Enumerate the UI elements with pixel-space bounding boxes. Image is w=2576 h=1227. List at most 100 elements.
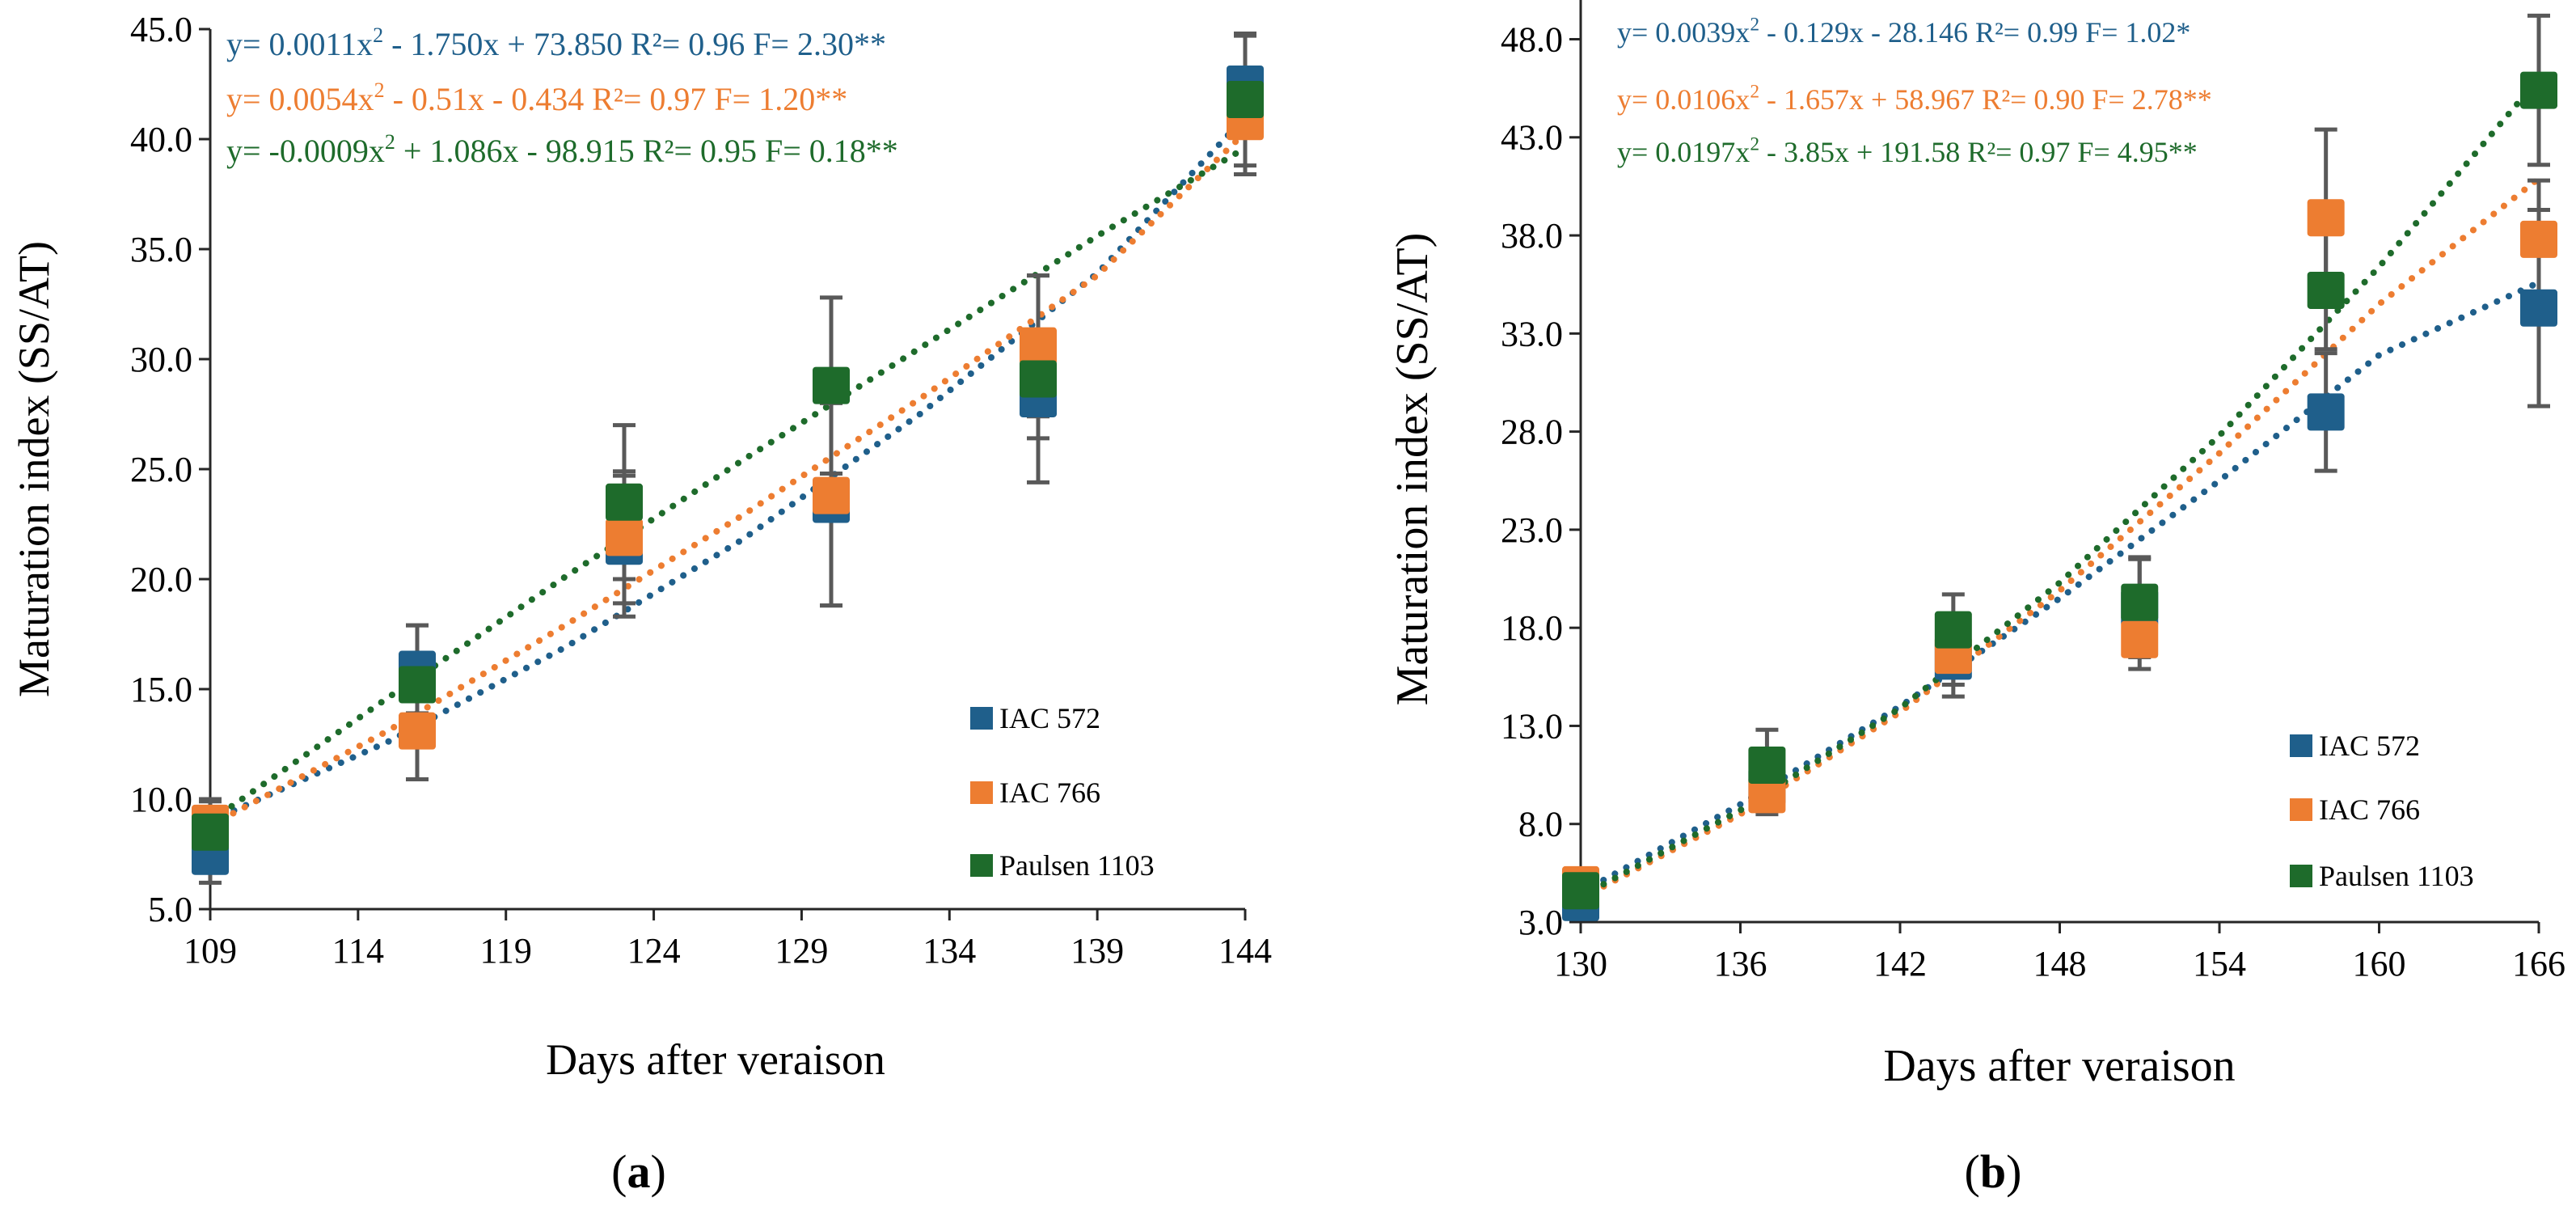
b-equation-sup: 2: [1750, 82, 1759, 103]
b-equation-lhs: y= 0.0039x: [1617, 16, 1750, 49]
b-legend-label-2: Paulsen 1103: [2319, 860, 2474, 892]
b-trendline-2: [1577, 75, 2542, 900]
a-equation-lhs: y= -0.0009x: [226, 133, 385, 169]
a-legend-swatch-2: [970, 854, 993, 877]
a-x-tick-label: 109: [184, 931, 237, 971]
a-panel-label-open: (: [611, 1145, 627, 1198]
a-data-point-s2: [1227, 81, 1264, 119]
b-trendline-0: [1577, 279, 2542, 896]
a-data-point-s2: [192, 813, 229, 851]
a-legend-label-0: IAC 572: [999, 702, 1100, 734]
a-equation-sup: 2: [374, 78, 385, 102]
b-y-tick-label: 13.0: [1501, 706, 1563, 746]
a-x-axis-title: Days after veraison: [546, 1035, 885, 1084]
b-data-point-s2: [2307, 271, 2345, 309]
a-data-point-s1: [1020, 327, 1057, 365]
b-equation-lhs: y= 0.0197x: [1617, 136, 1750, 168]
a-equation-rhs: + 1.086x - 98.915 R²= 0.95 F= 0.18**: [395, 133, 898, 169]
b-equation-rhs: - 3.85x + 191.58 R²= 0.97 F= 4.95**: [1759, 136, 2198, 168]
a-x-tick-label: 129: [775, 931, 828, 971]
b-x-tick-label: 130: [1554, 944, 1607, 984]
b-data-point-s2: [1748, 746, 1786, 784]
a-y-tick-label: 40.0: [130, 120, 192, 159]
a-data-point-s2: [399, 666, 436, 704]
b-y-tick-label: 18.0: [1501, 608, 1563, 648]
b-equation-sup: 2: [1750, 134, 1759, 155]
b-data-point-s2: [2121, 583, 2159, 621]
a-equation-lhs: y= 0.0054x: [226, 81, 374, 117]
b-equation-rhs: - 1.657x + 58.967 R²= 0.90 F= 2.78**: [1759, 83, 2212, 116]
a-x-tick-label: 144: [1218, 931, 1272, 971]
b-x-tick-label: 136: [1714, 944, 1767, 984]
a-legend-label-1: IAC 766: [999, 776, 1100, 809]
b-x-tick-label: 154: [2193, 944, 2246, 984]
b-data-point-s1: [1748, 776, 1786, 814]
a-equation-sup: 2: [373, 23, 383, 47]
a-x-tick-label: 139: [1071, 931, 1124, 971]
b-panel-label-letter: b: [1980, 1145, 2006, 1198]
b-y-tick-label: 3.0: [1518, 903, 1563, 942]
b-trendline-1: [1577, 175, 2542, 902]
a-panel-label-letter: a: [627, 1145, 651, 1198]
a-data-point-s2: [813, 366, 850, 404]
b-panel-label: (b): [1965, 1145, 2022, 1198]
b-data-point-s2: [2520, 71, 2557, 109]
panel-a-chart: 5.0 10.0 15.0 20.0 25.0 30.0 35.0 40.0 45.0 109 11…: [10, 10, 1272, 1198]
b-data-point-s0: [2520, 289, 2557, 327]
a-y-tick-label: 45.0: [130, 10, 192, 49]
b-data-point-s0: [2307, 393, 2345, 431]
a-y-tick-label: 5.0: [148, 890, 192, 929]
a-x-tick-label: 114: [332, 931, 384, 971]
b-legend-swatch-0: [2290, 734, 2312, 757]
a-y-axis-title: Maturation index (SS/AT): [10, 241, 58, 697]
b-equation-sup: 2: [1750, 15, 1759, 36]
a-panel-label-close: ): [651, 1145, 666, 1198]
a-y-tick-label: 35.0: [130, 230, 192, 269]
a-equation-sup: 2: [385, 130, 395, 154]
b-legend-swatch-2: [2290, 865, 2312, 887]
a-data-point-s2: [606, 483, 643, 521]
a-equation-lhs: y= 0.0011x: [226, 26, 373, 62]
b-panel-label-open: (: [1965, 1145, 1980, 1198]
b-y-tick-label: 48.0: [1501, 19, 1563, 59]
panel-b-chart: 3.0 8.0 13.0 18.0 23.0 28.0 33.0 38.0 43.0 48.0 13…: [1387, 0, 2565, 1198]
b-equation-0: y= 0.0039x2 - 0.129x - 28.146 R²= 0.99 F…: [1617, 15, 2190, 49]
a-y-tick-label: 20.0: [130, 560, 192, 599]
b-equation-1: y= 0.0106x2 - 1.657x + 58.967 R²= 0.90 F…: [1617, 82, 2212, 116]
b-equation-rhs: - 0.129x - 28.146 R²= 0.99 F= 1.02*: [1759, 16, 2190, 49]
b-y-tick-label: 23.0: [1501, 510, 1563, 550]
b-panel-label-close: ): [2006, 1145, 2021, 1198]
b-x-axis-title: Days after veraison: [1883, 1041, 2235, 1091]
a-x-tick-label: 134: [923, 931, 976, 971]
b-y-tick-label: 33.0: [1501, 314, 1563, 353]
b-data-point-s1: [2121, 620, 2159, 658]
a-equation-2: y= -0.0009x2 + 1.086x - 98.915 R²= 0.95 …: [226, 130, 898, 169]
b-y-tick-label: 38.0: [1501, 216, 1563, 256]
a-legend-swatch-1: [970, 781, 993, 804]
a-panel-label: (a): [611, 1145, 666, 1198]
a-equation-rhs: - 1.750x + 73.850 R²= 0.96 F= 2.30**: [383, 26, 886, 62]
b-x-tick-label: 166: [2512, 944, 2565, 984]
a-data-point-s2: [1020, 360, 1057, 398]
a-equation-0: y= 0.0011x2 - 1.750x + 73.850 R²= 0.96 F…: [226, 23, 886, 62]
a-y-tick-label: 30.0: [130, 340, 192, 379]
b-data-point-s1: [2307, 199, 2345, 237]
b-legend-label-0: IAC 572: [2319, 730, 2420, 762]
b-y-tick-label: 43.0: [1501, 118, 1563, 158]
b-data-point-s1: [2520, 220, 2557, 258]
b-equation-lhs: y= 0.0106x: [1617, 83, 1750, 116]
b-x-tick-label: 142: [1873, 944, 1927, 984]
b-y-axis-title: Maturation index (SS/AT): [1387, 233, 1438, 706]
b-x-tick-label: 148: [2033, 944, 2087, 984]
a-data-point-s1: [606, 518, 643, 556]
b-y-tick-label: 28.0: [1501, 413, 1563, 452]
b-data-point-s2: [1934, 611, 1972, 649]
b-legend-swatch-1: [2290, 798, 2312, 821]
a-equation-1: y= 0.0054x2 - 0.51x - 0.434 R²= 0.97 F= …: [226, 78, 847, 117]
b-equation-2: y= 0.0197x2 - 3.85x + 191.58 R²= 0.97 F=…: [1617, 134, 2198, 168]
b-legend-label-1: IAC 766: [2319, 793, 2420, 826]
a-trendline-1: [207, 129, 1248, 829]
b-data-point-s2: [1562, 872, 1599, 910]
a-legend-swatch-0: [970, 707, 993, 730]
